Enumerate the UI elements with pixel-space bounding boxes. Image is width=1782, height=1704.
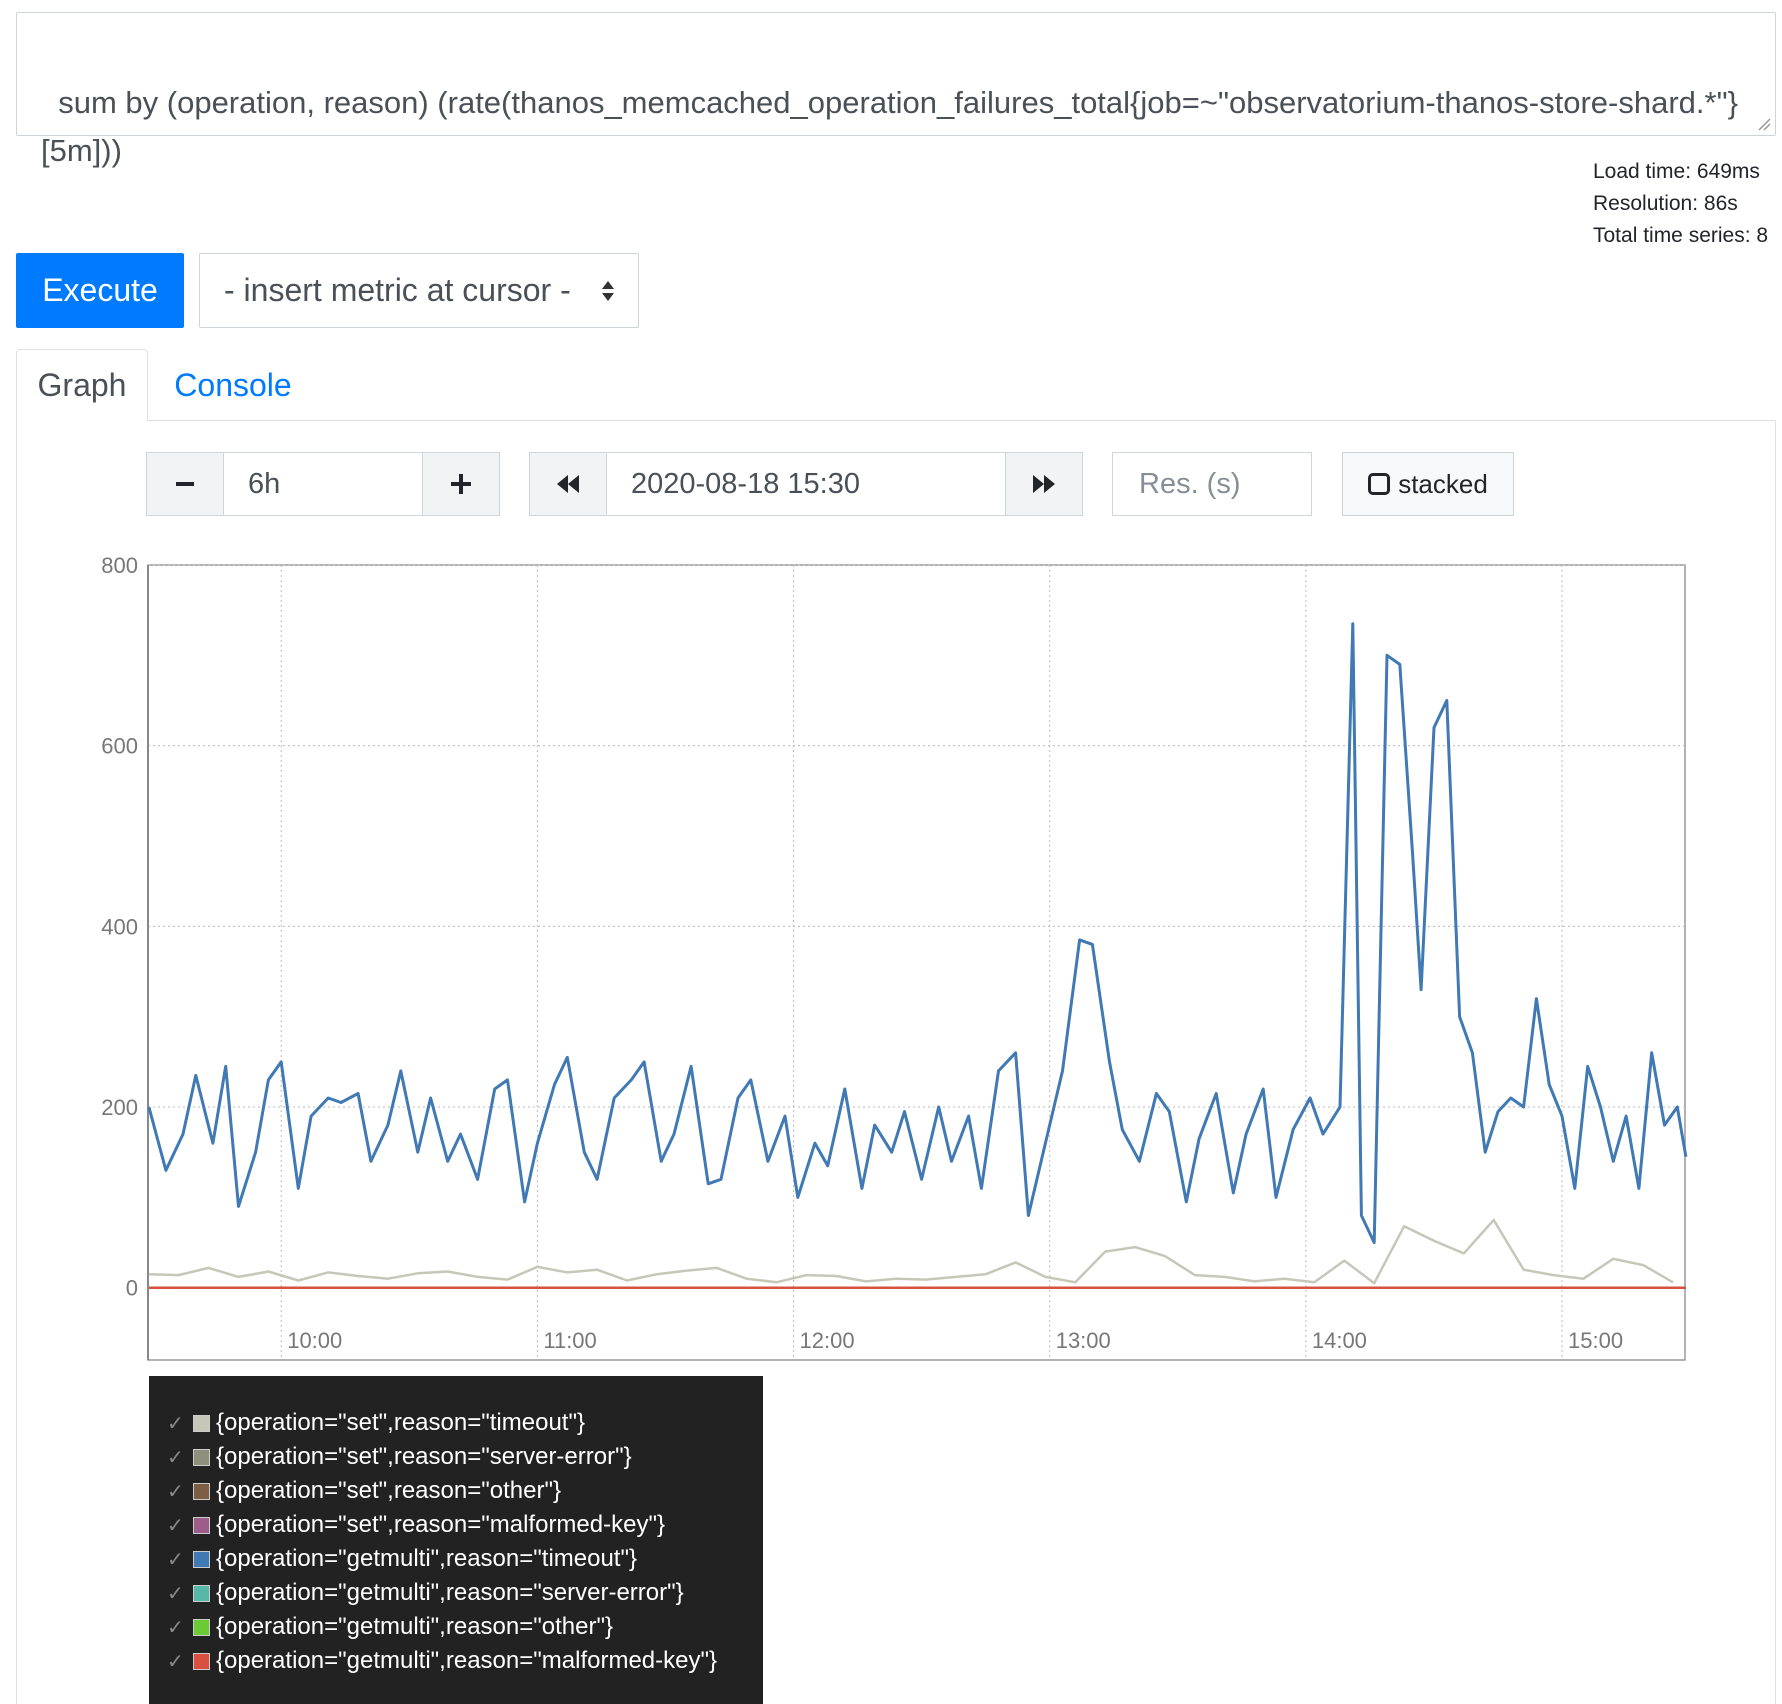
legend-item[interactable]: ✓ {operation="getmulti",reason="malformed… [167, 1644, 763, 1678]
panel-border [16, 421, 17, 1704]
resize-grip-icon[interactable] [1755, 115, 1771, 131]
insert-metric-select[interactable]: - insert metric at cursor - [199, 253, 639, 328]
forward-icon [1033, 475, 1055, 493]
y-tick-label: 600 [101, 734, 138, 759]
resolution-input[interactable]: Res. (s) [1112, 452, 1312, 516]
range-value: 6h [248, 467, 281, 500]
end-time-input[interactable]: 2020-08-18 15:30 [606, 452, 1006, 516]
backward-icon [557, 475, 579, 493]
checkbox-icon [1368, 473, 1391, 495]
panel-border [1775, 421, 1776, 1704]
check-icon: ✓ [167, 1616, 184, 1639]
x-tick-label: 11:00 [543, 1328, 596, 1353]
graph-chart[interactable]: 0 200 400 600 800 10:00 11:00 12:00 13:00 14:00 15… [80, 555, 1700, 1375]
legend-swatch [193, 1652, 210, 1670]
series-line-4 [147, 622, 1688, 1245]
range-decrease-button[interactable] [146, 452, 224, 516]
legend-swatch [193, 1516, 210, 1534]
minus-icon [176, 482, 194, 486]
legend-label: {operation="set",reason="timeout"} [216, 1409, 585, 1436]
tabs-divider [16, 420, 1776, 421]
sort-caret-icon [602, 281, 614, 301]
x-tick-label: 13:00 [1056, 1328, 1111, 1353]
y-tick-label: 800 [101, 555, 138, 578]
insert-metric-label: - insert metric at cursor - [224, 272, 571, 308]
expression-text: sum by (operation, reason) (rate(thanos_… [41, 85, 1738, 168]
y-tick-label: 400 [101, 914, 138, 939]
expression-input[interactable]: sum by (operation, reason) (rate(thanos_… [16, 12, 1776, 168]
y-tick-label: 0 [126, 1276, 138, 1301]
tab-console[interactable]: Console [174, 366, 292, 403]
legend-label: {operation="getmulti",reason="other"} [216, 1613, 614, 1640]
legend-item[interactable]: ✓ {operation="set",reason="server-error"} [167, 1440, 763, 1474]
legend-label: {operation="set",reason="server-error"} [216, 1443, 632, 1470]
legend-item[interactable]: ✓ {operation="getmulti",reason="server-er… [167, 1576, 763, 1610]
load-time: Load time: 649ms [1593, 160, 1760, 183]
legend-swatch [193, 1618, 210, 1636]
resolution-placeholder: Res. (s) [1139, 467, 1241, 500]
x-tick-label: 12:00 [800, 1328, 855, 1353]
query-stats: Load time: 649ms Resolution: 86s Total t… [1593, 156, 1782, 252]
range-increase-button[interactable] [422, 452, 500, 516]
legend-item[interactable]: ✓ {operation="getmulti",reason="timeout"} [167, 1542, 763, 1576]
total-series-stat: Total time series: 8 [1593, 224, 1769, 247]
legend-swatch [193, 1448, 210, 1466]
x-tick-label: 14:00 [1312, 1328, 1367, 1353]
series-line-0 [148, 1218, 1674, 1285]
tab-graph[interactable]: Graph [16, 349, 148, 422]
check-icon: ✓ [167, 1548, 184, 1571]
plus-icon [451, 474, 471, 494]
execute-button[interactable]: Execute [16, 253, 184, 328]
legend-label: {operation="set",reason="other"} [216, 1477, 561, 1504]
legend-item[interactable]: ✓ {operation="set",reason="other"} [167, 1474, 763, 1508]
check-icon: ✓ [167, 1480, 184, 1503]
y-tick-label: 200 [101, 1095, 138, 1120]
legend-swatch [193, 1414, 210, 1432]
legend-label: {operation="getmulti",reason="timeout"} [216, 1545, 638, 1572]
legend-swatch [193, 1584, 210, 1602]
plot-area [147, 564, 1686, 1361]
check-icon: ✓ [167, 1412, 184, 1435]
end-time-back-button[interactable] [529, 452, 607, 516]
legend-swatch [193, 1482, 210, 1500]
legend-label: {operation="getmulti",reason="malformed-… [216, 1647, 718, 1674]
x-tick-label: 15:00 [1568, 1328, 1623, 1353]
graph-legend: ✓ {operation="set",reason="timeout"} ✓ {ope… [149, 1376, 763, 1704]
stacked-toggle[interactable]: stacked [1342, 452, 1514, 516]
resolution-stat: Resolution: 86s [1593, 192, 1738, 215]
check-icon: ✓ [167, 1514, 184, 1537]
legend-label: {operation="getmulti",reason="server-err… [216, 1579, 684, 1606]
check-icon: ✓ [167, 1650, 184, 1673]
end-time-forward-button[interactable] [1005, 452, 1083, 516]
legend-item[interactable]: ✓ {operation="set",reason="timeout"} [167, 1406, 763, 1440]
stacked-label: stacked [1398, 468, 1488, 499]
legend-swatch [193, 1550, 210, 1568]
legend-label: {operation="set",reason="malformed-key"} [216, 1511, 665, 1538]
end-time-value: 2020-08-18 15:30 [631, 467, 860, 500]
x-tick-label: 10:00 [287, 1328, 342, 1353]
legend-item[interactable]: ✓ {operation="set",reason="malformed-key"… [167, 1508, 763, 1542]
legend-item[interactable]: ✓ {operation="getmulti",reason="other"} [167, 1610, 763, 1644]
range-input[interactable]: 6h [223, 452, 423, 516]
check-icon: ✓ [167, 1446, 184, 1469]
check-icon: ✓ [167, 1582, 184, 1605]
